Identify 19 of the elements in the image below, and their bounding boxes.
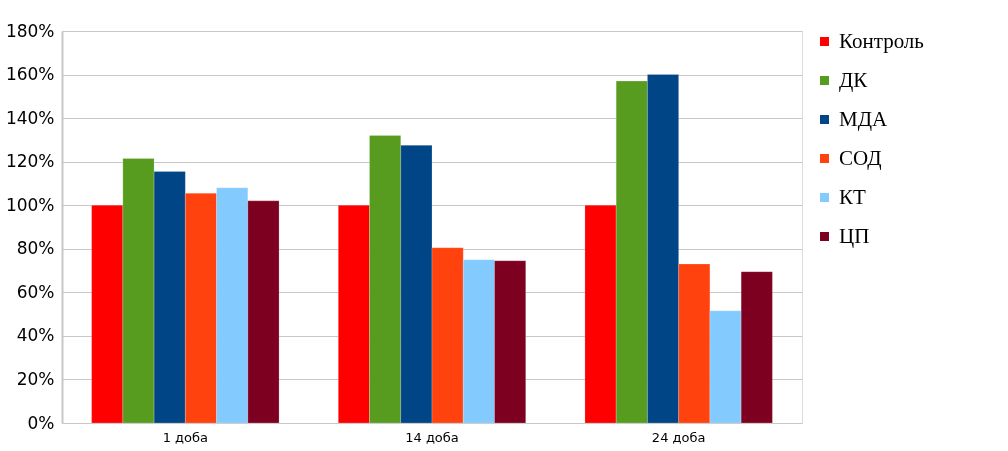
y-tick-label: 40% xyxy=(16,325,55,346)
y-tick-label: 120% xyxy=(5,151,55,172)
legend-label: МДА xyxy=(839,106,888,131)
y-tick-label: 20% xyxy=(16,368,55,389)
x-tick-label: 24 доба xyxy=(651,429,706,445)
y-tick-label: 0% xyxy=(27,412,55,433)
x-tick-label: 14 доба xyxy=(405,429,459,445)
legend-label: ДК xyxy=(839,67,869,92)
x-tick-label: 1 доба xyxy=(162,429,209,445)
legend-label: Контроль xyxy=(839,28,924,53)
y-tick-label: 100% xyxy=(5,194,55,215)
legend-label: ЦП xyxy=(839,223,870,248)
y-tick-label: 180% xyxy=(5,20,55,41)
y-tick-label: 60% xyxy=(16,281,55,302)
legend-label: СОД xyxy=(839,145,882,170)
y-tick-label: 80% xyxy=(16,238,55,259)
legend-label: КТ xyxy=(839,184,867,209)
y-tick-label: 140% xyxy=(5,107,55,128)
y-tick-label: 160% xyxy=(5,64,55,85)
